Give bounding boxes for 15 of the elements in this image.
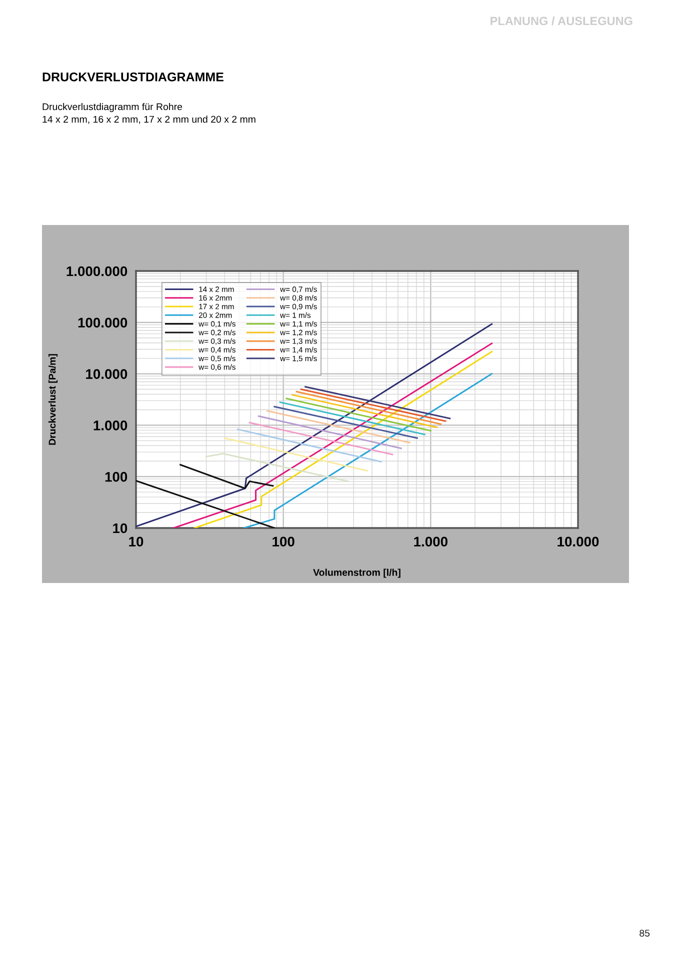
y-axis-title: Druckverlust [Pa/m] bbox=[48, 354, 58, 445]
y-tick-label: 10.000 bbox=[86, 369, 128, 379]
y-tick-label: 100.000 bbox=[78, 318, 128, 328]
y-tick-label: 100 bbox=[105, 472, 128, 482]
y-tick-label: 1.000 bbox=[94, 420, 128, 430]
y-tick-label: 1.000.000 bbox=[66, 266, 128, 276]
x-tick-label: 10.000 bbox=[558, 536, 599, 547]
x-tick-label: 1.000 bbox=[414, 536, 448, 547]
text: 85 bbox=[640, 930, 650, 937]
x-tick-label: 100 bbox=[272, 536, 294, 547]
chart-title: DRUCKVERLUSTDIAGRAMME bbox=[42, 72, 224, 82]
x-tick-label: 10 bbox=[129, 536, 144, 547]
y-tick-label: 10 bbox=[113, 523, 128, 534]
chart-subtitle: Druckverlustdiagramm für Rohre 14 x 2 mm, 16 x 2 mm, 17 x 2 mm und 20 x 2 mm bbox=[42, 103, 256, 124]
x-axis-title: Volumenstrom [l/h] bbox=[313, 568, 400, 578]
